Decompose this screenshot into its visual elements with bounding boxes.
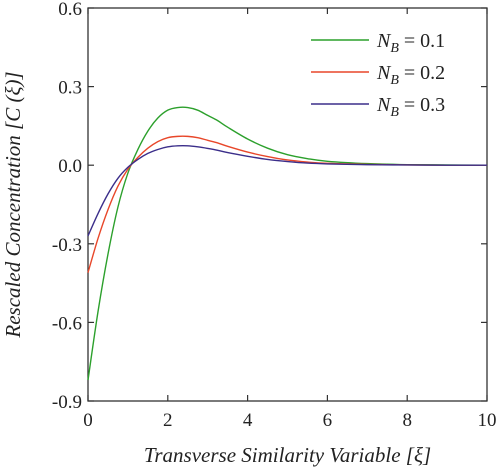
x-tick-label: 8	[402, 410, 412, 431]
x-tick-label: 4	[243, 410, 253, 431]
legend-label-2: NB = 0.2	[376, 62, 445, 88]
y-axis-ticks: -0.9 -0.6 -0.3 0.0 0.3 0.6	[52, 0, 487, 413]
y-tick-label: -0.9	[52, 392, 82, 413]
y-tick-label: -0.6	[52, 313, 82, 334]
x-tick-label: 10	[478, 410, 497, 431]
x-tick-label: 0	[83, 410, 93, 431]
legend-label-1: NB = 0.1	[376, 30, 445, 56]
y-tick-label: 0.0	[58, 156, 82, 177]
legend: NB = 0.1 NB = 0.2 NB = 0.3	[311, 30, 445, 120]
legend-label-3: NB = 0.3	[376, 94, 445, 120]
x-axis-ticks: 0 2 4 6 8 10	[83, 8, 497, 431]
y-tick-label: -0.3	[52, 235, 82, 256]
plot-frame	[87, 7, 488, 402]
y-axis-title: Rescaled Concentration [C (ξ)]	[1, 71, 25, 338]
y-tick-label: 0.3	[58, 78, 82, 99]
x-axis-title: Transverse Similarity Variable [ξ]	[144, 443, 431, 467]
x-tick-label: 6	[323, 410, 333, 431]
x-tick-label: 2	[163, 410, 173, 431]
series-line-3	[87, 144, 488, 237]
series-line-2	[87, 135, 488, 273]
y-tick-label: 0.6	[58, 0, 82, 20]
series-line-1	[87, 106, 488, 381]
series-lines	[87, 106, 488, 381]
